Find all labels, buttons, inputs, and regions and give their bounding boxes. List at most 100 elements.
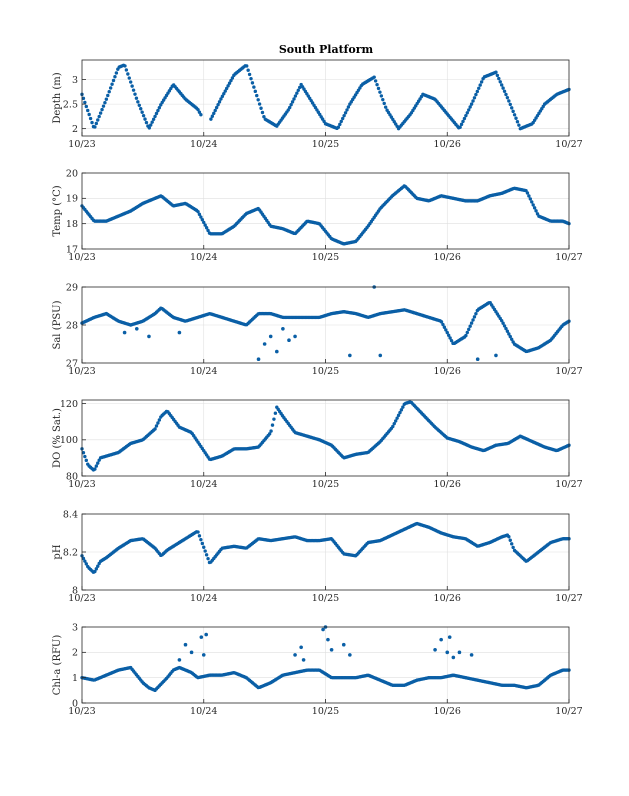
data-point (379, 94, 384, 98)
series-1 (80, 63, 571, 131)
data-point (378, 353, 383, 358)
y-tick-label: 19 (66, 194, 78, 205)
data-point (531, 203, 535, 207)
data-point (144, 120, 149, 125)
data-point (157, 106, 162, 110)
data-point (501, 86, 505, 90)
panel-6: 10/23 10/24 10/25 10/26 10/27 0 1 2 3 Chl-a (RFU) (52, 622, 583, 717)
data-point (230, 76, 235, 80)
data-point (495, 73, 500, 78)
data-point (510, 106, 514, 110)
data-point (189, 650, 194, 655)
data-point (467, 108, 471, 112)
data-point (131, 88, 136, 92)
data-point (203, 223, 207, 227)
data-point (375, 82, 379, 87)
data-point (183, 642, 188, 647)
data-point (508, 334, 512, 339)
data-point (530, 200, 534, 204)
data-point (200, 541, 205, 546)
data-point (472, 315, 477, 319)
y-axis-label: DO (% Sat.) (52, 408, 63, 468)
series-2 (177, 625, 474, 662)
data-point (259, 106, 263, 110)
series-1 (80, 301, 571, 354)
data-point (272, 417, 276, 421)
x-tick-label: 10/25 (312, 706, 339, 717)
y-axis-label: Depth (m) (52, 72, 63, 123)
data-point (295, 91, 299, 95)
data-point (499, 318, 504, 323)
x-tick-label: 10/27 (555, 366, 582, 377)
data-point (464, 333, 468, 338)
series-1 (80, 521, 571, 574)
y-axis-label: Chl-a (RFU) (52, 635, 63, 696)
x-tick-label: 10/27 (555, 139, 582, 150)
data-point (90, 120, 94, 125)
data-point (494, 70, 498, 74)
data-point (372, 75, 376, 79)
data-point (262, 115, 266, 119)
data-point (477, 86, 481, 90)
data-point (98, 111, 103, 115)
x-tick-label: 10/24 (190, 366, 217, 377)
x-tick-label: 10/23 (68, 366, 95, 377)
data-point (502, 324, 507, 328)
data-point (471, 318, 475, 322)
data-point (83, 454, 87, 459)
data-point (214, 105, 219, 110)
data-point (177, 330, 182, 335)
data-point (229, 78, 233, 83)
data-point (447, 635, 452, 639)
data-point (200, 218, 205, 222)
x-tick-label: 10/23 (68, 252, 95, 263)
data-point (468, 324, 472, 328)
data-point (129, 80, 133, 84)
data-point (467, 327, 471, 332)
data-point (273, 411, 278, 415)
data-point (156, 108, 160, 113)
data-point (448, 336, 452, 340)
data-point (246, 68, 250, 72)
data-point (252, 85, 256, 89)
data-point (287, 338, 291, 343)
data-point (197, 534, 202, 538)
data-point (504, 92, 508, 97)
x-tick-label: 10/23 (68, 139, 95, 150)
data-point (507, 99, 511, 103)
data-point (154, 424, 159, 428)
y-tick-label: 2 (72, 648, 78, 659)
series-1 (80, 184, 571, 246)
data-point (475, 357, 480, 362)
data-point (222, 92, 226, 96)
data-point (141, 113, 146, 118)
data-point (514, 116, 518, 120)
data-point (293, 334, 297, 339)
data-point (201, 653, 206, 657)
x-tick-label: 10/25 (312, 366, 339, 377)
data-point (81, 556, 86, 561)
data-point (123, 64, 127, 68)
data-point (97, 114, 101, 119)
data-point (497, 76, 501, 81)
data-point (507, 332, 511, 336)
data-point (213, 108, 217, 113)
data-point (126, 72, 130, 76)
x-tick-label: 10/27 (555, 252, 582, 263)
data-point (220, 94, 225, 99)
data-point (501, 321, 505, 325)
data-point (341, 642, 346, 647)
data-point (469, 653, 474, 657)
data-point (499, 83, 504, 87)
data-point (471, 99, 475, 103)
y-tick-label: 120 (60, 399, 78, 410)
data-point (373, 79, 378, 83)
data-point (511, 109, 515, 114)
data-point (449, 338, 454, 343)
data-point (113, 75, 117, 79)
data-point (140, 110, 144, 114)
data-point (147, 126, 152, 130)
data-point (83, 100, 87, 105)
